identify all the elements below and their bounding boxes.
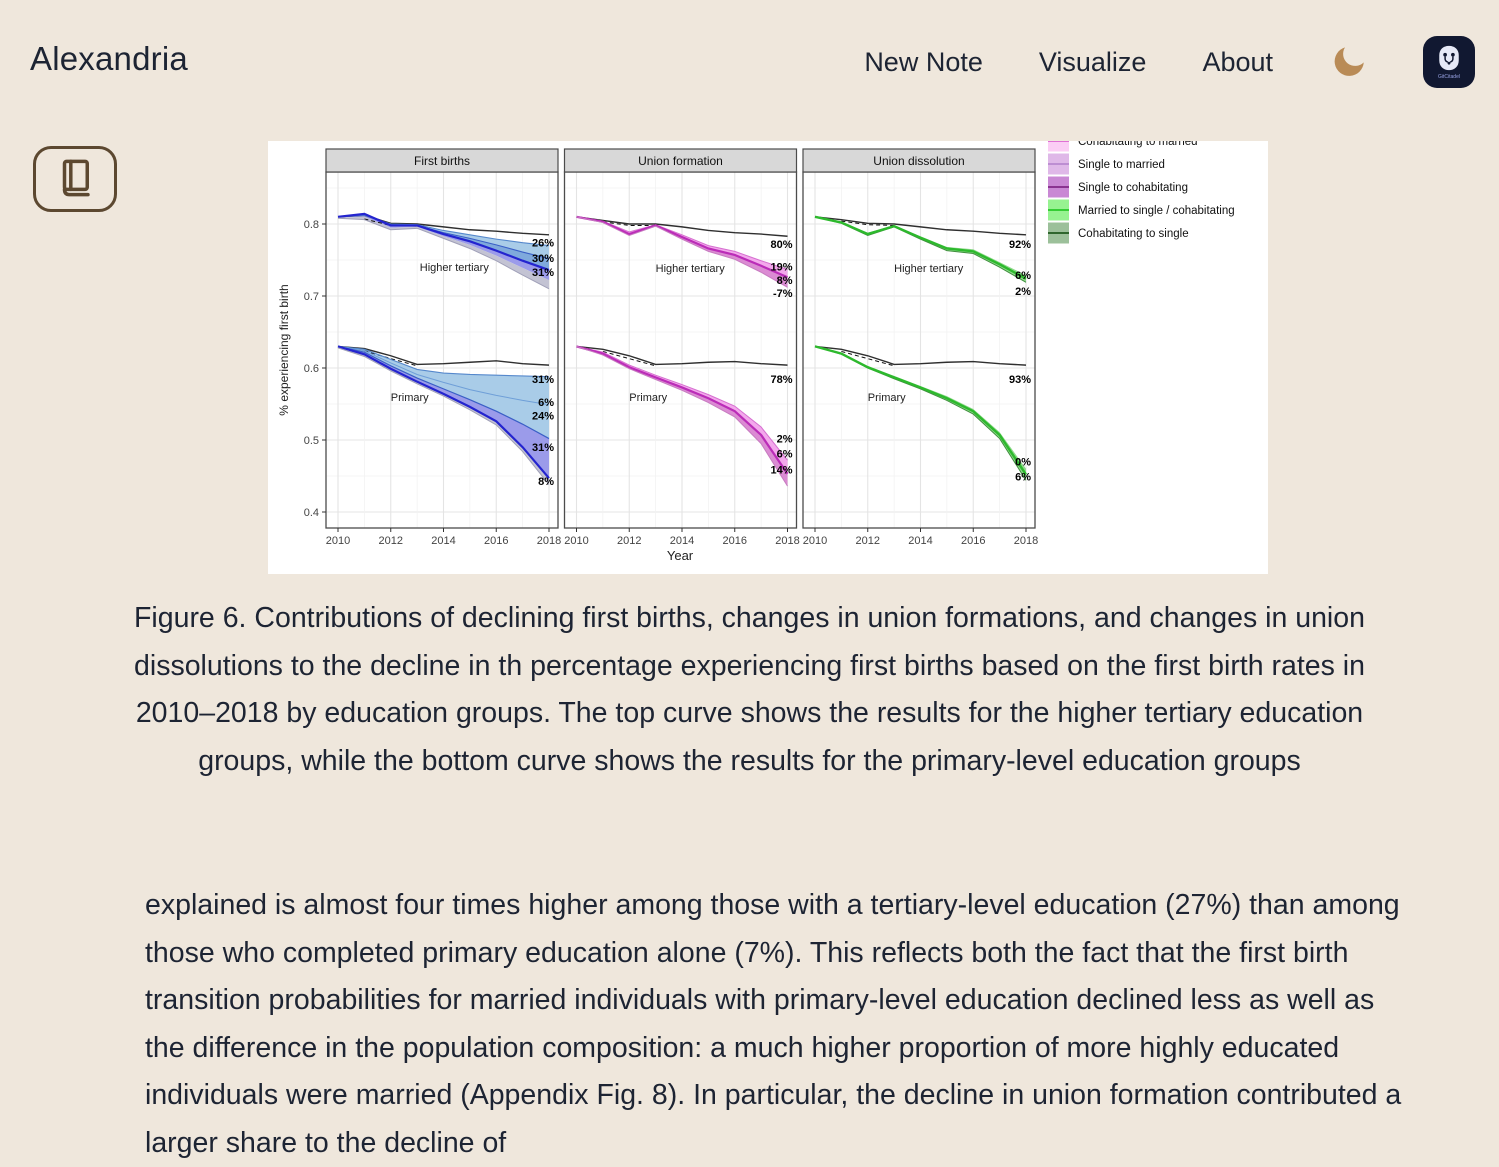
- figure-chart: 26% 30% 31% Higher tertiary 31% 6% 24% 31% 8% Pri…: [277, 141, 1235, 563]
- svg-text:6%: 6%: [538, 397, 554, 409]
- svg-text:8%: 8%: [538, 476, 554, 488]
- svg-text:-7%: -7%: [773, 288, 793, 300]
- panel-union-formation: 80% 19% 8%-7% Higher tertiary 78% 2% 6% 14% Prim…: [563, 148, 800, 547]
- svg-text:2014: 2014: [431, 535, 455, 547]
- svg-text:2016: 2016: [961, 535, 985, 547]
- legend-label: Single to married: [1078, 159, 1165, 171]
- svg-text:2%: 2%: [777, 434, 793, 446]
- svg-text:30%: 30%: [532, 253, 554, 265]
- brand[interactable]: Alexandria: [30, 40, 188, 77]
- legend-swatch: [1048, 141, 1069, 152]
- svg-text:Primary: Primary: [391, 392, 429, 404]
- nav-new-note[interactable]: New Note: [864, 46, 983, 77]
- svg-text:14%: 14%: [770, 465, 792, 477]
- svg-text:31%: 31%: [532, 374, 554, 386]
- svg-text:78%: 78%: [770, 374, 792, 386]
- nav-visualize[interactable]: Visualize: [1038, 46, 1147, 77]
- panel-first-births: 26% 30% 31% Higher tertiary 31% 6% 24% 31% 8% Pri…: [325, 148, 561, 547]
- svg-text:2012: 2012: [379, 535, 403, 547]
- svg-text:92%: 92%: [1009, 239, 1031, 251]
- svg-text:2014: 2014: [908, 535, 932, 547]
- figure-image: 26% 30% 31% Higher tertiary 31% 6% 24% 31% 8% Pri…: [268, 141, 1268, 574]
- svg-text:26%: 26%: [532, 238, 554, 250]
- svg-text:6%: 6%: [1015, 472, 1031, 484]
- svg-text:Higher tertiary: Higher tertiary: [420, 262, 490, 274]
- book-icon: [54, 156, 96, 203]
- svg-text:0%: 0%: [1015, 457, 1031, 469]
- sidebar-toggle-button[interactable]: [33, 146, 117, 212]
- svg-text:80%: 80%: [770, 239, 792, 251]
- svg-text:31%: 31%: [532, 442, 554, 454]
- svg-text:2010: 2010: [326, 535, 350, 547]
- svg-text:0.5: 0.5: [304, 435, 319, 447]
- svg-text:First births: First births: [414, 154, 470, 168]
- logo-label: GitCitadel: [1438, 73, 1460, 80]
- legend-label: Single to cohabitating: [1078, 182, 1188, 194]
- svg-text:0.4: 0.4: [304, 507, 319, 519]
- svg-text:31%: 31%: [532, 267, 554, 279]
- svg-text:2018: 2018: [1014, 535, 1038, 547]
- legend-label: Cohabitating to married: [1078, 141, 1198, 148]
- logo-button[interactable]: GitCitadel: [1423, 36, 1475, 88]
- svg-text:2016: 2016: [723, 535, 747, 547]
- svg-text:2018: 2018: [775, 535, 799, 547]
- svg-text:6%: 6%: [777, 449, 793, 461]
- svg-text:Higher tertiary: Higher tertiary: [656, 263, 726, 275]
- svg-text:19%: 19%: [770, 261, 792, 273]
- svg-text:Primary: Primary: [868, 392, 906, 404]
- svg-text:0.8: 0.8: [304, 219, 319, 231]
- gitcitadel-shield-icon: [1435, 45, 1463, 74]
- legend-label: Cohabitating to single: [1078, 228, 1189, 240]
- theme-toggle-button[interactable]: [1329, 43, 1367, 81]
- svg-text:2010: 2010: [564, 535, 588, 547]
- svg-text:2014: 2014: [670, 535, 694, 547]
- svg-text:0.6: 0.6: [304, 363, 319, 375]
- legend-label: Married to single / cohabitating: [1078, 205, 1235, 217]
- svg-text:2012: 2012: [856, 535, 880, 547]
- figure-caption: Figure 6. Contributions of declining fir…: [134, 602, 1365, 777]
- nav-about[interactable]: About: [1202, 46, 1273, 77]
- svg-text:2010: 2010: [803, 535, 827, 547]
- svg-text:Higher tertiary: Higher tertiary: [894, 263, 964, 275]
- svg-text:2012: 2012: [617, 535, 641, 547]
- panel-union-dissolution: 92% 6% 2% Higher tertiary 93% 0% 6% Primary Unio…: [802, 148, 1038, 547]
- svg-text:Primary: Primary: [629, 392, 667, 404]
- svg-text:2%: 2%: [1015, 286, 1031, 298]
- svg-text:2018: 2018: [537, 535, 561, 547]
- svg-text:6%: 6%: [1015, 270, 1031, 282]
- svg-text:Union dissolution: Union dissolution: [873, 154, 964, 168]
- svg-text:% experiencing first birth: % experiencing first birth: [277, 284, 291, 415]
- svg-text:0.7: 0.7: [304, 291, 319, 303]
- moon-icon: [1329, 47, 1367, 84]
- svg-text:8%: 8%: [777, 275, 793, 287]
- svg-text:Union formation: Union formation: [638, 154, 723, 168]
- nav-menu: New Note Visualize About GitCitadel: [864, 36, 1475, 88]
- svg-text:Year: Year: [667, 548, 694, 563]
- svg-text:2016: 2016: [484, 535, 508, 547]
- svg-text:93%: 93%: [1009, 374, 1031, 386]
- svg-text:24%: 24%: [532, 411, 554, 423]
- article-paragraph: explained is almost four times higher am…: [145, 889, 1402, 1159]
